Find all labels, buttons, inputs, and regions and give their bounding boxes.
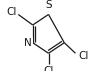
Text: Cl: Cl: [78, 51, 89, 61]
Text: Cl: Cl: [6, 7, 16, 17]
Text: N: N: [24, 38, 32, 48]
Text: S: S: [45, 0, 52, 10]
Text: Cl: Cl: [43, 66, 54, 71]
